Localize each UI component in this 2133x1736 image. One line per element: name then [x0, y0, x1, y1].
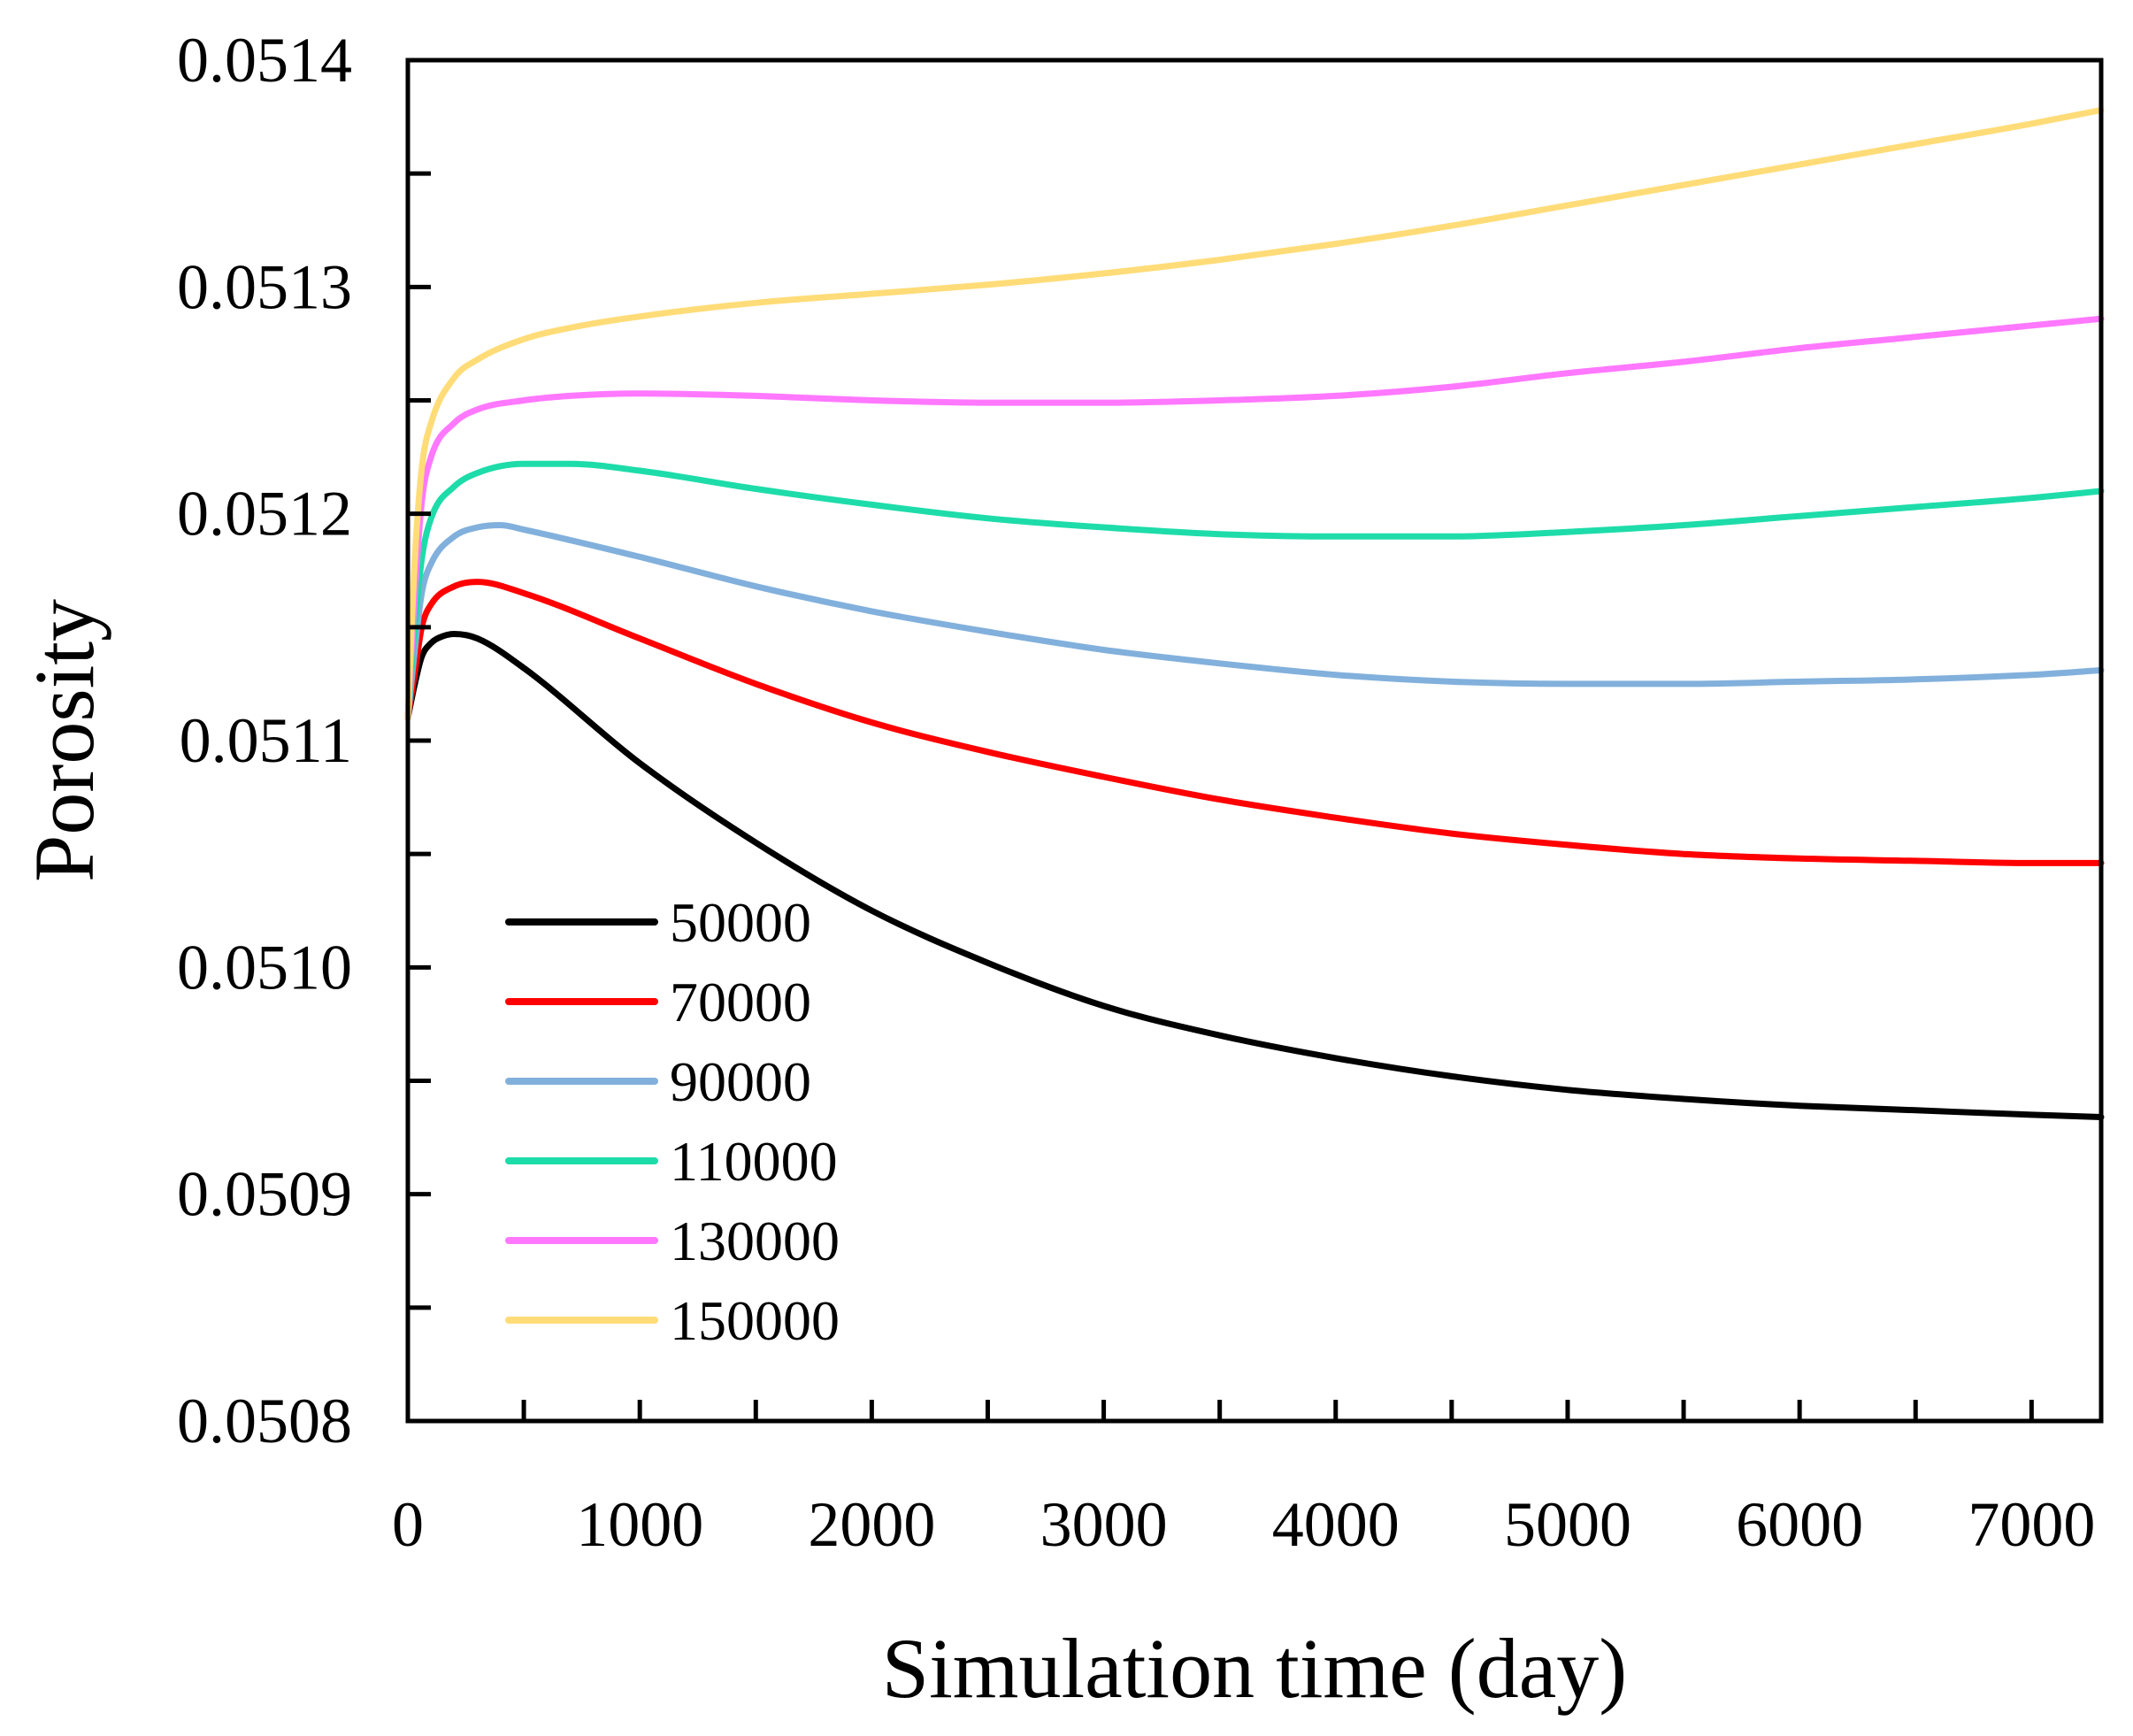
legend-label-90000: 90000 — [670, 1050, 811, 1113]
x-tick-label-0: 0 — [392, 1489, 424, 1560]
series-line-150000 — [404, 106, 2105, 721]
legend-label-150000: 150000 — [670, 1289, 840, 1352]
series-line-90000 — [404, 522, 2105, 721]
y-tick-label-0.0509: 0.0509 — [177, 1159, 352, 1230]
x-axis: 0 1000 2000 3000 4000 5000 6000 7000 — [392, 1400, 2095, 1560]
legend-label-70000: 70000 — [670, 971, 811, 1033]
series-line-70000 — [404, 579, 2105, 866]
series-line-50000 — [404, 631, 2105, 1120]
y-tick-label-0.0511: 0.0511 — [180, 705, 352, 776]
y-tick-label-0.0514: 0.0514 — [177, 25, 352, 96]
legend: 50000 70000 90000 110000 130000 150000 — [505, 891, 840, 1352]
y-tick-label-0.0510: 0.0510 — [177, 932, 352, 1002]
x-tick-label-4000: 4000 — [1272, 1489, 1400, 1560]
y-axis: 0.0508 0.0509 0.0510 0.0511 0.0512 0.0513 0.05… — [177, 25, 431, 1456]
y-tick-label-0.0512: 0.0512 — [177, 479, 352, 549]
x-tick-label-5000: 5000 — [1504, 1489, 1631, 1560]
legend-label-50000: 50000 — [670, 891, 811, 954]
x-tick-label-6000: 6000 — [1736, 1489, 1863, 1560]
plot-frame — [405, 58, 2104, 1424]
x-tick-label-7000: 7000 — [1968, 1489, 2095, 1560]
series-line-110000 — [404, 460, 2105, 721]
x-axis-title: Simulation time (day) — [882, 1621, 1628, 1716]
y-tick-label-0.0513: 0.0513 — [177, 251, 352, 322]
x-tick-label-1000: 1000 — [576, 1489, 703, 1560]
y-tick-label-0.0508: 0.0508 — [177, 1386, 352, 1456]
y-axis-title: Porosity — [17, 599, 111, 882]
x-tick-label-3000: 3000 — [1040, 1489, 1168, 1560]
series-line-130000 — [404, 315, 2105, 721]
x-tick-label-2000: 2000 — [808, 1489, 935, 1560]
legend-label-110000: 110000 — [670, 1130, 838, 1193]
series-layer — [404, 106, 2105, 1120]
legend-label-130000: 130000 — [670, 1210, 840, 1272]
